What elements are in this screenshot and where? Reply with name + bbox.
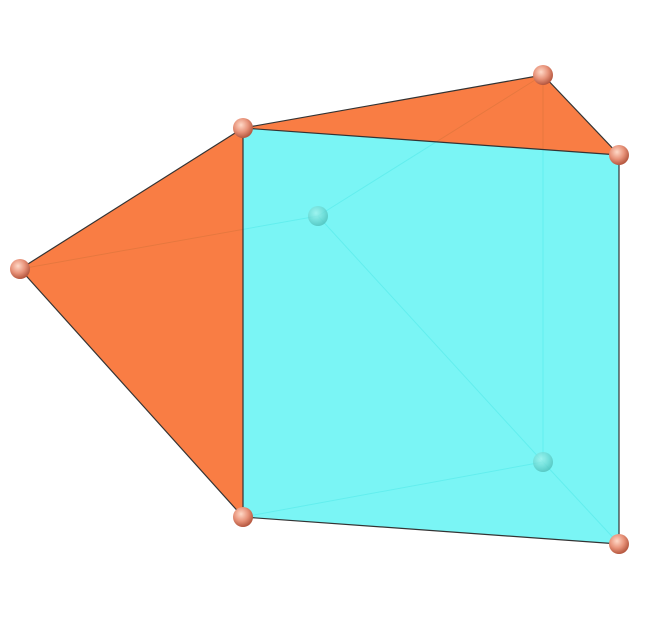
vertices: [10, 65, 629, 554]
vertex: [609, 145, 629, 165]
edge: [19, 127, 244, 270]
visible-edges: [19, 74, 620, 545]
top-triangle-face: [243, 75, 619, 155]
vertex: [233, 118, 253, 138]
vertex: [10, 259, 30, 279]
left-triangle-face: [20, 128, 243, 517]
vertex: [233, 507, 253, 527]
edge: [242, 74, 544, 129]
vertex: [533, 65, 553, 85]
hidden-vertex: [308, 206, 328, 226]
edge: [242, 516, 620, 545]
edge: [19, 268, 244, 518]
edge: [242, 127, 620, 156]
edge: [542, 74, 620, 156]
front-square-face: [243, 128, 619, 544]
vertex: [609, 534, 629, 554]
hidden-vertex: [533, 452, 553, 472]
